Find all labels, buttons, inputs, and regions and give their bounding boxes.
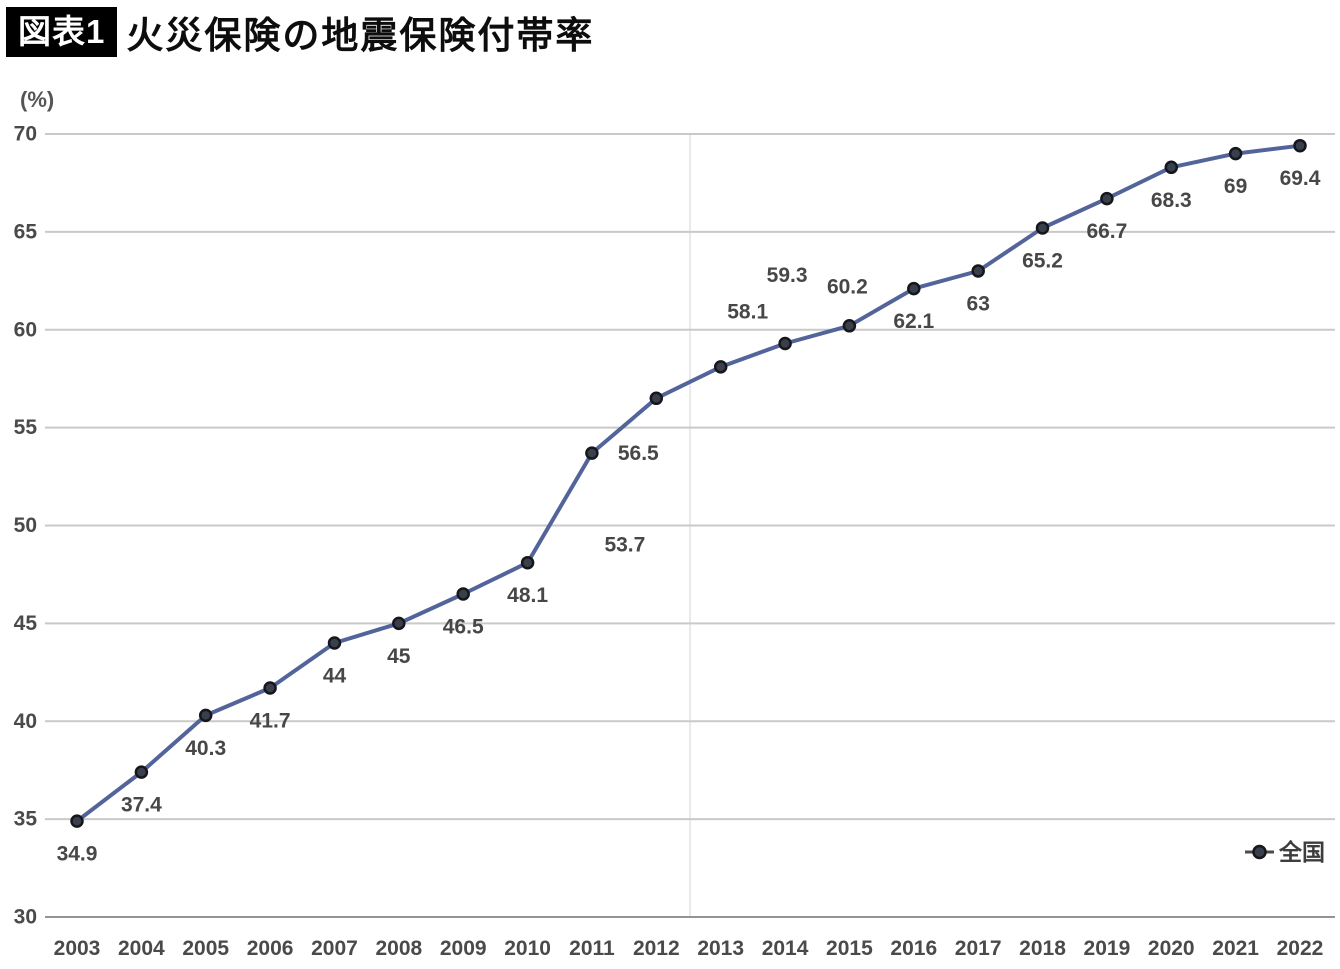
x-tick-label: 2016 <box>890 937 937 960</box>
y-tick-labels-group: 30 35 40 45 50 55 60 65 70 <box>14 123 38 929</box>
data-point-marker <box>971 264 985 278</box>
data-point-marker <box>1228 146 1243 161</box>
data-point-label: 69.4 <box>1280 167 1321 190</box>
data-point-label: 34.9 <box>57 843 98 866</box>
x-tick-label: 2019 <box>1084 937 1131 960</box>
data-point-marker <box>327 636 342 650</box>
x-tick-label: 2004 <box>118 937 165 960</box>
data-point-label: 48.1 <box>507 584 548 607</box>
x-tick-label: 2011 <box>569 937 615 960</box>
data-point-label: 69 <box>1224 175 1247 198</box>
trend-line <box>75 143 1302 824</box>
x-tick-label: 2018 <box>1019 937 1066 960</box>
x-tick-label: 2015 <box>826 937 873 960</box>
data-point-marker <box>585 446 599 460</box>
x-tick-label: 2008 <box>375 937 422 960</box>
data-point-marker <box>778 336 792 351</box>
data-point-marker <box>198 708 213 723</box>
data-point-marker <box>1035 221 1050 235</box>
data-point-marker <box>70 814 84 828</box>
x-tick-labels-group: 2003 2004 2005 2006 2007 2008 2009 2010 2011 2012… <box>54 937 1324 960</box>
y-axis-unit-label: (%) <box>20 87 55 112</box>
x-tick-label: 2013 <box>697 937 744 960</box>
x-tick-label: 2006 <box>247 937 294 960</box>
chart-header: 図表1 火災保険の地震保険付帯率 <box>6 5 594 59</box>
series-group <box>70 138 1307 828</box>
y-tick-label: 40 <box>14 710 37 733</box>
data-point-label: 45 <box>387 645 411 668</box>
x-tick-label: 2020 <box>1148 937 1195 960</box>
x-tick-label: 2022 <box>1277 937 1324 960</box>
data-point-marker <box>134 765 149 779</box>
y-tick-label: 60 <box>14 318 37 341</box>
data-point-label: 58.1 <box>727 300 768 323</box>
data-point-label: 37.4 <box>121 794 162 817</box>
data-point-marker <box>649 391 664 406</box>
data-point-label: 66.7 <box>1086 220 1127 243</box>
data-point-marker <box>456 587 470 601</box>
data-point-marker <box>520 555 535 570</box>
page-title: 火災保険の地震保険付帯率 <box>126 15 595 56</box>
data-point-marker <box>842 319 857 333</box>
data-point-marker <box>1100 191 1114 206</box>
y-tick-label: 55 <box>14 416 38 439</box>
data-point-marker <box>1164 160 1179 175</box>
x-tick-label: 2017 <box>955 937 1002 960</box>
data-point-label: 40.3 <box>185 737 226 760</box>
legend-label: 全国 <box>1278 839 1325 865</box>
data-point-marker <box>1293 138 1307 153</box>
data-point-label: 46.5 <box>443 616 484 639</box>
data-point-label: 63 <box>967 293 990 316</box>
y-tick-label: 65 <box>14 220 38 243</box>
data-labels-group: 34.9 37.4 40.3 41.7 44 45 46.5 48.1 53.7 56.5 58.1… <box>57 167 1321 865</box>
data-point-marker <box>263 681 277 695</box>
figure-number-badge: 図表1 <box>6 7 118 57</box>
data-point-label: 59.3 <box>767 264 808 287</box>
x-tick-label: 2021 <box>1212 937 1259 960</box>
data-point-label: 41.7 <box>250 710 291 733</box>
x-tick-label: 2010 <box>504 937 551 960</box>
y-tick-label: 45 <box>14 612 38 635</box>
y-tick-label: 35 <box>14 808 38 831</box>
data-point-label: 53.7 <box>604 534 645 557</box>
gridlines-group <box>45 133 1335 918</box>
y-tick-label: 70 <box>14 123 37 146</box>
data-point-marker <box>713 360 728 374</box>
x-tick-label: 2003 <box>54 937 101 960</box>
data-point-label: 60.2 <box>827 275 868 298</box>
legend: 全国 <box>1245 839 1325 865</box>
y-tick-label: 50 <box>14 514 37 537</box>
x-tick-label: 2014 <box>762 937 809 960</box>
x-tick-label: 2005 <box>182 937 229 960</box>
data-point-label: 65.2 <box>1022 250 1063 273</box>
x-tick-label: 2007 <box>311 937 358 960</box>
data-point-label: 56.5 <box>618 442 659 465</box>
x-tick-label: 2012 <box>633 937 680 960</box>
y-tick-label: 30 <box>14 906 37 929</box>
data-point-marker <box>907 281 921 296</box>
data-point-label: 44 <box>323 665 347 688</box>
data-point-marker <box>392 616 406 631</box>
data-point-label: 68.3 <box>1151 189 1192 212</box>
x-tick-label: 2009 <box>440 937 487 960</box>
data-point-label: 62.1 <box>893 310 934 333</box>
legend-marker-icon <box>1252 844 1267 860</box>
